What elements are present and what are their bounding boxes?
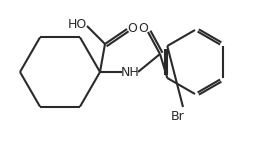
Text: O: O [127,21,137,34]
Text: HO: HO [67,18,87,30]
Text: Br: Br [171,110,185,123]
Text: O: O [138,22,148,36]
Text: NH: NH [121,66,139,78]
